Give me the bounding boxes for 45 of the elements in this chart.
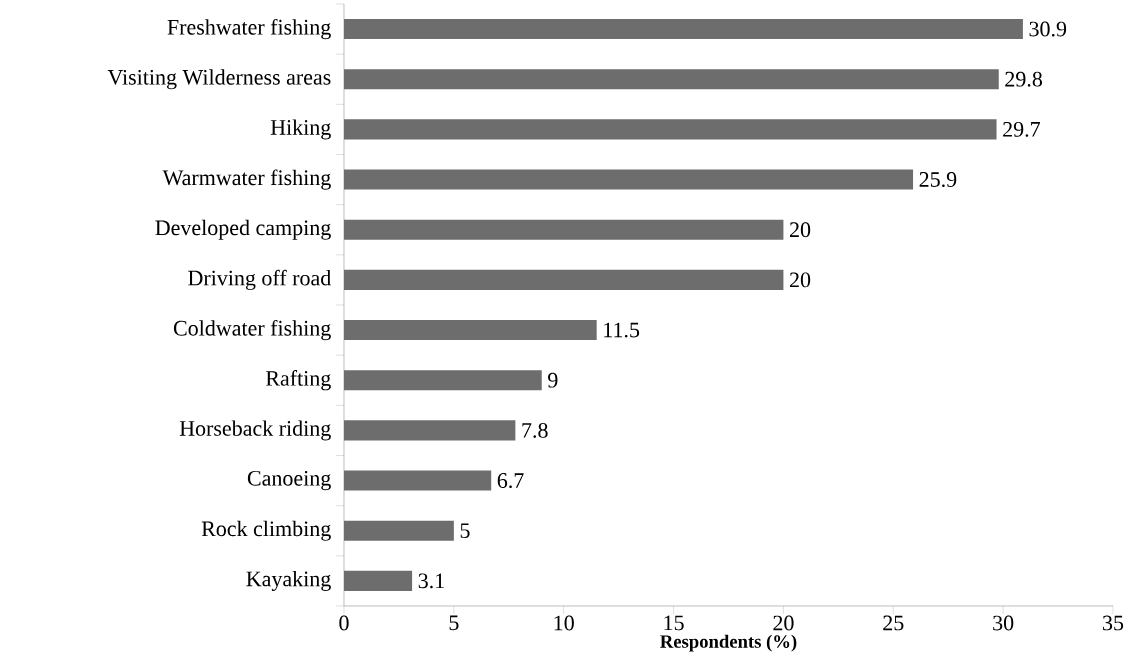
y-tick-label: Rafting bbox=[265, 370, 331, 391]
data-label: 5 bbox=[460, 523, 470, 539]
bar bbox=[344, 169, 914, 190]
bar bbox=[344, 69, 999, 90]
data-label: 29.7 bbox=[1003, 121, 1041, 137]
x-tick-label: 0 bbox=[339, 615, 349, 631]
y-tick-label: Driving off road bbox=[188, 269, 331, 291]
y-tick-label: Rock climbing bbox=[201, 520, 331, 541]
data-label: 11.5 bbox=[604, 322, 640, 338]
x-tick-label: 20 bbox=[773, 615, 794, 631]
bar bbox=[344, 520, 454, 541]
data-label: 30.9 bbox=[1029, 21, 1067, 37]
y-tick-label: Developed camping bbox=[155, 219, 331, 240]
bar bbox=[344, 470, 492, 491]
data-label: 6.7 bbox=[497, 473, 524, 489]
y-tick-label: Visiting Wilderness areas bbox=[107, 69, 331, 90]
bar bbox=[344, 269, 784, 290]
data-label: 25.9 bbox=[919, 172, 957, 188]
data-label: 3.1 bbox=[418, 573, 444, 589]
x-axis-title: Respondents (%) bbox=[660, 634, 797, 652]
y-tick-label: Hiking bbox=[270, 119, 331, 140]
y-tick-label: Warmwater fishing bbox=[162, 169, 331, 190]
x-tick-label: 30 bbox=[993, 615, 1014, 631]
x-tick-label: 10 bbox=[554, 615, 574, 631]
bar bbox=[344, 119, 997, 140]
bar bbox=[344, 19, 1023, 40]
y-tick-label: Freshwater fishing bbox=[167, 18, 331, 40]
data-label: 29.8 bbox=[1005, 71, 1042, 87]
x-tick-label: 15 bbox=[664, 615, 684, 631]
x-tick-label: 35 bbox=[1103, 615, 1124, 631]
data-label: 9 bbox=[548, 372, 558, 388]
bar bbox=[344, 370, 542, 391]
x-tick-label: 25 bbox=[883, 615, 904, 631]
bar bbox=[344, 420, 516, 441]
bar bbox=[344, 219, 784, 240]
x-tick-label: 5 bbox=[449, 615, 459, 631]
data-label: 20 bbox=[789, 272, 811, 288]
bar bbox=[344, 320, 597, 341]
y-tick-label: Canoeing bbox=[247, 470, 331, 491]
y-tick-label: Coldwater fishing bbox=[173, 319, 331, 341]
y-tick-label: Kayaking bbox=[246, 570, 331, 591]
bar bbox=[344, 570, 413, 591]
y-tick-label: Horseback riding bbox=[179, 420, 331, 441]
data-label: 7.8 bbox=[522, 422, 548, 438]
data-label: 20 bbox=[789, 222, 811, 238]
